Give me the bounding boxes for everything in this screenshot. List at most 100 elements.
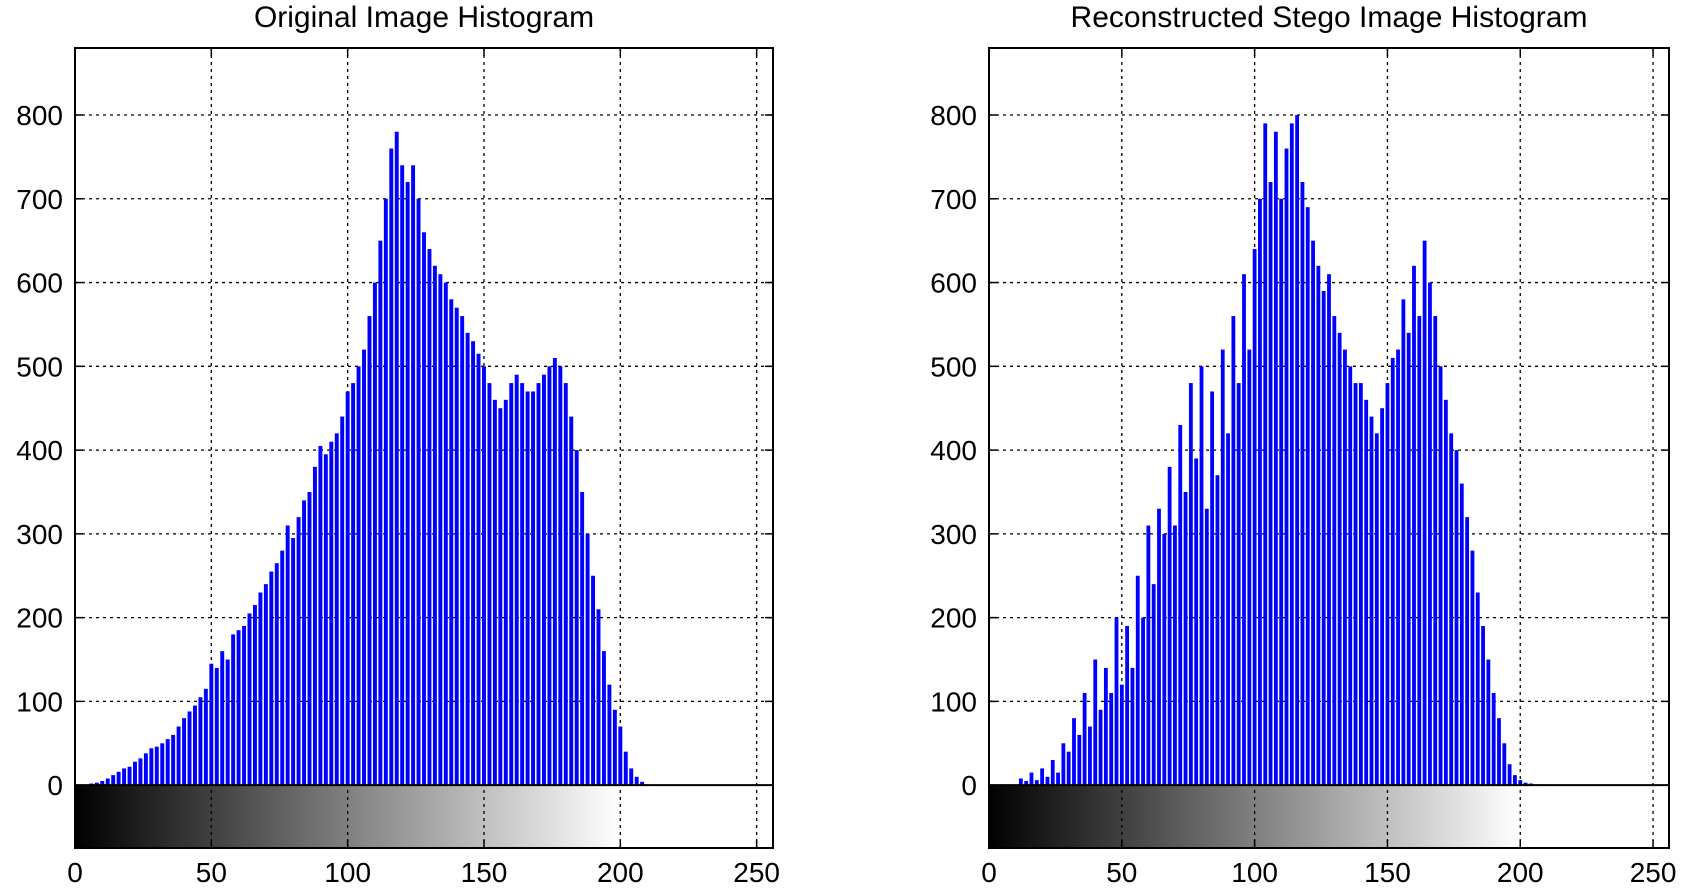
- y-tick-label: 300: [16, 519, 63, 550]
- histogram-bar: [285, 525, 290, 786]
- histogram-bar: [1273, 131, 1278, 786]
- histogram-bar: [198, 697, 203, 786]
- histogram-bar: [133, 761, 137, 786]
- histogram-bar: [640, 781, 645, 786]
- histogram-bar: [1125, 626, 1130, 786]
- histogram-bar: [203, 688, 208, 786]
- histogram-bar: [1268, 182, 1273, 786]
- axes-frame: [988, 47, 1670, 849]
- histogram-bar: [1162, 533, 1167, 786]
- histogram-bar: [1316, 265, 1321, 786]
- histogram-bar: [514, 374, 519, 786]
- histogram-bar: [1279, 198, 1284, 786]
- histogram-bar: [1289, 123, 1294, 786]
- histogram-bar: [432, 265, 437, 786]
- histogram-bar: [438, 274, 443, 786]
- y-tick-label: 100: [930, 686, 977, 717]
- histogram-bar: [111, 775, 116, 786]
- histogram-bar: [334, 433, 339, 786]
- histogram-bar: [1247, 349, 1252, 786]
- histogram-bar: [1151, 584, 1156, 786]
- histogram-bar: [405, 182, 410, 786]
- histogram-bar: [329, 441, 334, 786]
- histogram-bar: [225, 659, 230, 786]
- histogram-bar: [520, 383, 525, 786]
- histogram-bar: [471, 341, 476, 786]
- histogram-bar: [1040, 768, 1045, 786]
- histogram-bar: [389, 148, 394, 786]
- histogram-bar: [596, 609, 601, 786]
- histogram-bar: [1433, 316, 1438, 786]
- histogram-bar: [367, 316, 372, 786]
- histogram-bar: [296, 517, 301, 786]
- histogram-bar: [318, 445, 323, 786]
- histogram-bar: [252, 605, 257, 786]
- histogram-bar: [100, 780, 105, 786]
- histogram-bar: [1417, 316, 1422, 786]
- histogram-bar: [378, 240, 383, 786]
- y-tick-label: 500: [930, 351, 977, 382]
- histogram-bar: [1135, 575, 1140, 786]
- histogram-bar: [580, 491, 585, 786]
- histogram-bar: [122, 768, 127, 786]
- histogram-bar: [274, 563, 279, 786]
- histogram-bar: [1443, 399, 1448, 786]
- histogram-bar: [400, 165, 405, 786]
- histogram-bar: [1098, 709, 1103, 786]
- histogram-bar: [1018, 778, 1023, 786]
- histogram-bar: [1226, 433, 1230, 786]
- histogram-bar: [312, 466, 317, 786]
- histogram-bar: [1252, 249, 1257, 786]
- histogram-bar: [242, 626, 247, 786]
- histogram-bar: [1348, 366, 1353, 786]
- histogram-bar: [1109, 693, 1114, 786]
- histogram-bar: [1167, 466, 1172, 786]
- histogram-bar: [302, 500, 306, 786]
- histogram-bar: [1459, 483, 1464, 786]
- histogram-bar: [1183, 491, 1188, 786]
- y-tick-label: 800: [16, 100, 63, 131]
- histogram-bar: [547, 366, 552, 786]
- gray-level-gradient-strip: [989, 785, 1521, 848]
- y-tick-label: 500: [16, 351, 63, 382]
- histogram-bar: [443, 282, 448, 786]
- histogram-bar: [291, 538, 296, 786]
- x-tick-label: 200: [1497, 857, 1544, 888]
- histogram-bar: [209, 663, 214, 786]
- histogram-bar: [1523, 782, 1528, 786]
- histogram-bar: [280, 550, 285, 786]
- histogram-bar: [1486, 659, 1491, 786]
- y-tick-label: 700: [930, 184, 977, 215]
- y-tick-label: 800: [930, 100, 977, 131]
- histogram-bar: [263, 584, 268, 786]
- histogram-bar: [1401, 299, 1406, 786]
- histogram-bar: [1353, 383, 1358, 786]
- histogram-bar: [94, 782, 99, 786]
- histogram-bar: [492, 399, 497, 786]
- histogram-bar: [340, 416, 345, 786]
- histogram-bar: [634, 776, 639, 786]
- histogram-bar: [1141, 617, 1145, 786]
- histogram-bar: [422, 232, 426, 786]
- histogram-bar: [1513, 775, 1517, 786]
- x-tick-label: 200: [597, 857, 644, 888]
- histogram-bar: [1178, 424, 1183, 786]
- histogram-bar: [591, 575, 596, 786]
- histogram-bar: [1204, 508, 1209, 786]
- histogram-bar: [1061, 743, 1066, 786]
- y-tick-label: 300: [930, 519, 977, 550]
- histogram-bar: [372, 282, 377, 786]
- histogram-bar: [1066, 751, 1071, 786]
- histogram-bar: [503, 399, 508, 786]
- histogram-bar: [411, 165, 416, 786]
- histogram-bar: [220, 651, 225, 786]
- histogram-bar: [1199, 366, 1204, 786]
- y-tick-label: 600: [930, 268, 977, 299]
- histogram-bar: [1497, 718, 1501, 786]
- histogram-bar: [149, 748, 154, 786]
- histogram-bar: [531, 391, 536, 786]
- x-tick-label: 0: [981, 857, 997, 888]
- histogram-bar: [585, 533, 590, 786]
- histogram-bar: [1337, 332, 1342, 786]
